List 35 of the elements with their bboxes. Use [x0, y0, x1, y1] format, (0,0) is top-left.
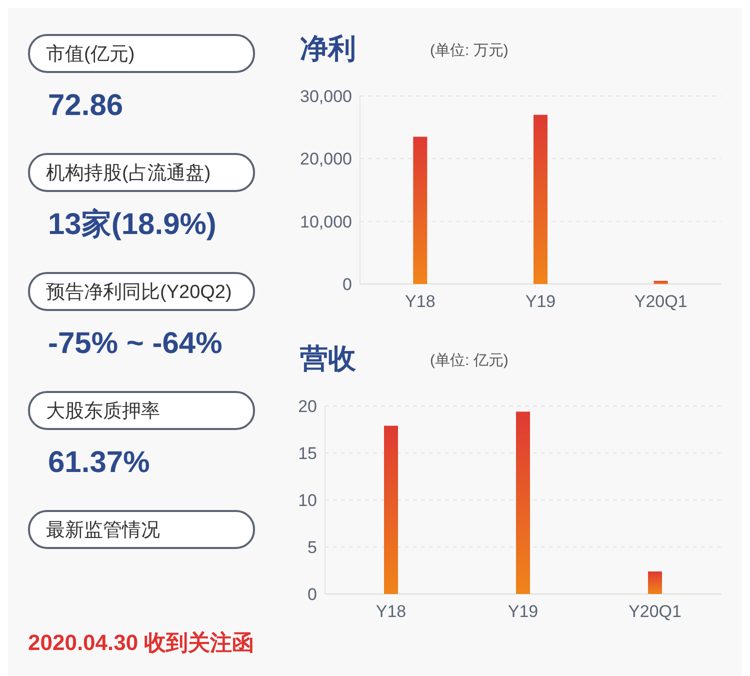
text: -75% ~ -64% — [48, 327, 222, 360]
bar — [654, 280, 668, 284]
y-tick-label: 5 — [308, 538, 317, 557]
text: 预告净利同比(Y20Q2) — [46, 282, 232, 303]
x-tick-label: Y19 — [525, 292, 556, 311]
text: 72.86 — [48, 89, 124, 122]
y-tick-label: 0 — [308, 584, 317, 604]
chart-title: 营收 — [299, 343, 357, 374]
chart-title: 净利 — [300, 33, 356, 64]
bar — [384, 426, 398, 594]
text: 61.37% — [48, 446, 150, 479]
text: 大股东质押率 — [46, 400, 160, 422]
text: 市值(亿元) — [46, 43, 135, 65]
y-tick-label: 30,000 — [300, 86, 352, 106]
y-tick-label: 10 — [298, 490, 317, 510]
y-tick-label: 20 — [298, 396, 317, 416]
y-tick-label: 15 — [298, 444, 317, 463]
text: 机构持股(占流通盘) — [46, 162, 211, 184]
bar — [648, 571, 662, 594]
bar — [534, 114, 548, 284]
y-tick-label: 10,000 — [300, 212, 352, 232]
x-tick-label: Y20Q1 — [628, 602, 682, 621]
x-tick-label: Y19 — [508, 602, 538, 621]
x-tick-label: Y20Q1 — [634, 292, 688, 311]
text: 2020.04.30 收到关注函 — [28, 630, 254, 655]
chart-subtitle: (单位: 万元) — [430, 42, 508, 59]
text: 最新监管情况 — [46, 519, 160, 541]
y-tick-label: 0 — [342, 274, 352, 294]
chart-subtitle: (单位: 亿元) — [430, 352, 508, 369]
x-tick-label: Y18 — [405, 292, 436, 311]
y-tick-label: 20,000 — [300, 150, 352, 169]
bar — [516, 412, 530, 594]
text: 13家(18.9%) — [48, 207, 216, 241]
bar — [413, 136, 428, 284]
x-tick-label: Y18 — [376, 602, 406, 621]
